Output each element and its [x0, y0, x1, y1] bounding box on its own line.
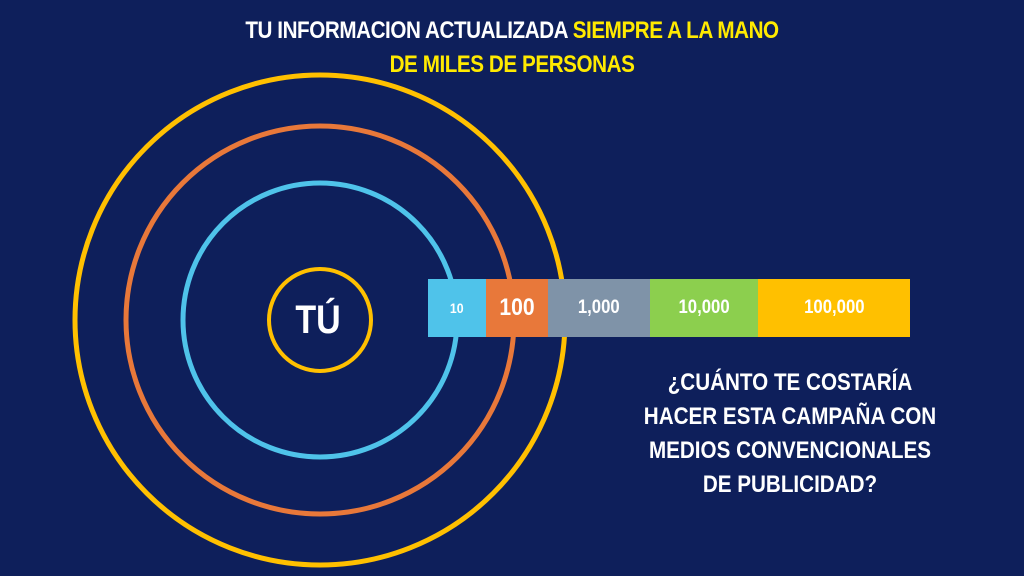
question-line-4: DE PUBLICIDAD? — [702, 471, 878, 498]
scale-label: 10,000 — [678, 297, 730, 318]
question-line-2: HACER ESTA CAMPAÑA CON — [643, 403, 937, 430]
scale-segment-10: 10 — [428, 279, 486, 337]
scale-label: 1,000 — [578, 297, 620, 318]
scale-segment-10000: 10,000 — [650, 279, 758, 337]
title-highlight-text: SIEMPRE A LA MANO — [572, 17, 779, 44]
question-line-1: ¿CUÁNTO TE COSTARÍA — [667, 369, 913, 396]
question-text: ¿CUÁNTO TE COSTARÍA HACER ESTA CAMPAÑA C… — [635, 366, 945, 502]
title-line-2: DE MILES DE PERSONAS — [389, 51, 635, 78]
audience-scale-bar: 10 100 1,000 10,000 100,000 — [428, 279, 910, 337]
scale-label: 100 — [499, 294, 535, 321]
scale-label: 100,000 — [803, 297, 865, 318]
title-white-text: TU INFORMACION ACTUALIZADA — [245, 17, 573, 44]
scale-segment-100: 100 — [486, 279, 548, 337]
question-line-3: MEDIOS CONVENCIONALES — [648, 437, 932, 464]
center-label: TÚ — [295, 297, 341, 342]
scale-segment-1000: 1,000 — [548, 279, 650, 337]
scale-label: 10 — [450, 300, 464, 316]
center-ring — [267, 267, 373, 373]
slide-title: TU INFORMACION ACTUALIZADA SIEMPRE A LA … — [72, 14, 953, 82]
title-line-1: TU INFORMACION ACTUALIZADA SIEMPRE A LA … — [72, 14, 953, 48]
scale-segment-100000: 100,000 — [758, 279, 910, 337]
